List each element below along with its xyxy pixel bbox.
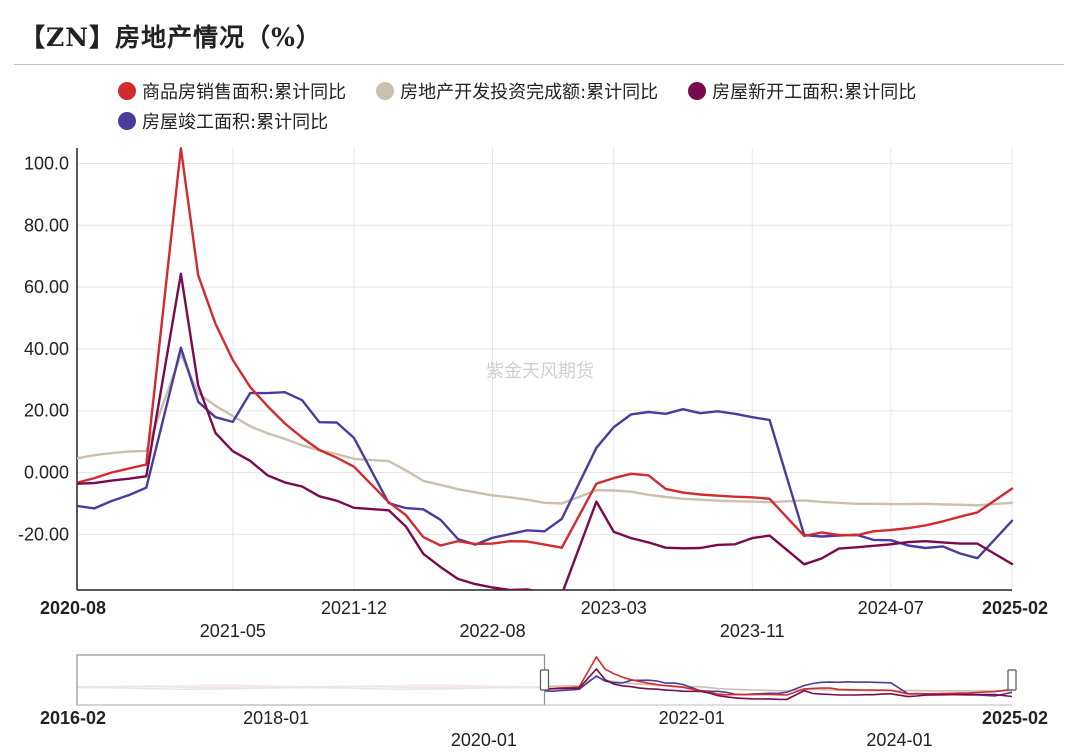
y-tick-label: -20.00 — [18, 524, 69, 544]
x-tick-label: 2021-12 — [321, 598, 387, 618]
y-tick-label: 60.00 — [24, 277, 69, 297]
x-tick-label: 2023-03 — [581, 598, 647, 618]
y-tick-label: 100.0 — [24, 153, 69, 173]
navigator-tick-label: 2016-02 — [40, 708, 106, 728]
navigator-line-sales — [544, 655, 1013, 696]
x-tick-label: 2023-11 — [720, 621, 785, 641]
x-tick-label: 2022-08 — [460, 621, 526, 641]
legend-item-investment[interactable]: 房地产开发投资完成额:累计同比 — [376, 78, 658, 104]
navigator-tick-label: 2018-01 — [243, 708, 309, 728]
y-tick-label: 20.00 — [24, 401, 69, 421]
x-tick-label: 2024-07 — [858, 598, 924, 618]
navigator-tick-label: 2022-01 — [659, 708, 725, 728]
legend-marker-new-starts — [688, 82, 707, 100]
y-tick-label: 80.00 — [24, 215, 69, 235]
legend-marker-completions — [118, 112, 136, 130]
chart-title: 【ZN】房地产情况（%） — [20, 23, 322, 52]
y-tick-label: 0.000 — [24, 463, 69, 483]
y-tick-label: 40.00 — [24, 339, 69, 359]
legend-label-investment: 房地产开发投资完成额:累计同比 — [400, 82, 659, 103]
legend-item-new-starts[interactable]: 房屋新开工面积:累计同比 — [688, 78, 916, 104]
navigator-tick-label: 2020-01 — [451, 730, 517, 750]
x-tick-label: 2025-02 — [982, 598, 1048, 618]
series-line-sales — [77, 147, 1014, 549]
x-tick-label: 2021-05 — [200, 621, 266, 641]
legend-marker-sales — [118, 82, 136, 100]
x-tick-label: 2020-08 — [40, 598, 106, 618]
legend-item-sales[interactable]: 商品房销售面积:累计同比 — [118, 78, 346, 104]
legend-label-sales: 商品房销售面积:累计同比 — [142, 82, 347, 103]
navigator-handle-left[interactable] — [539, 669, 550, 691]
range-navigator — [76, 654, 1017, 706]
navigator-tick-label: 2024-01 — [866, 730, 932, 750]
navigator-mask — [76, 654, 546, 706]
legend-label-new-starts: 房屋新开工面积:累计同比 — [712, 82, 917, 103]
legend-marker-investment — [376, 82, 395, 100]
series-lines — [77, 147, 1014, 590]
navigator-tick-label: 2025-02 — [982, 708, 1048, 728]
legend-label-completions: 房屋竣工面积:累计同比 — [142, 112, 329, 133]
series-line-new_starts — [77, 272, 1014, 590]
legend-row-2: 房屋竣工面积:累计同比 — [118, 106, 1058, 136]
chart-legend: 商品房销售面积:累计同比 房地产开发投资完成额:累计同比 房屋新开工面积:累计同… — [118, 76, 1058, 136]
navigator-line-new_starts — [544, 667, 1013, 701]
navigator-handle-right[interactable] — [1007, 669, 1017, 691]
watermark: 紫金天风期货 — [486, 361, 594, 382]
title-divider — [14, 64, 1064, 65]
legend-item-completions[interactable]: 房屋竣工面积:累计同比 — [118, 108, 328, 134]
legend-row-1: 商品房销售面积:累计同比 房地产开发投资完成额:累计同比 房屋新开工面积:累计同… — [118, 76, 1058, 106]
